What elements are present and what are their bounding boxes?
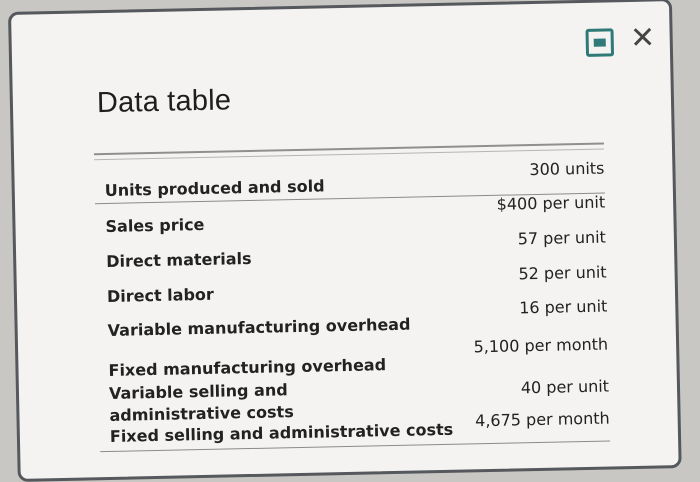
minimize-bar (593, 38, 606, 47)
row-label: Variable manufacturing overhead (107, 314, 411, 340)
table-top-rule (94, 148, 605, 161)
table-row: Sales price $400 per unit (95, 193, 605, 236)
dialog-title: Data table (96, 84, 232, 120)
row-value: 4,675 per month (474, 408, 610, 431)
row-label: Fixed manufacturing overhead (108, 355, 387, 380)
table-row: Direct materials 57 per unit (96, 228, 606, 271)
row-label: Variable selling and administrative cost… (108, 380, 294, 425)
row-value: 16 per unit (518, 296, 608, 318)
data-table-dialog: ✕ Data table Units produced and sold 300… (8, 0, 682, 482)
table-row: Direct labor 52 per unit (97, 263, 607, 306)
row-label: Sales price (105, 214, 205, 237)
row-value: 300 units (529, 158, 605, 180)
data-table: Units produced and sold 300 units Sales … (93, 142, 611, 456)
row-value: 40 per unit (520, 376, 610, 398)
row-value: $400 per unit (496, 192, 606, 214)
minimize-icon[interactable] (585, 28, 615, 57)
table-row: Units produced and sold 300 units (94, 159, 605, 205)
close-icon[interactable]: ✕ (629, 20, 656, 56)
row-value: 57 per unit (517, 227, 607, 249)
row-label: Units produced and sold (104, 176, 325, 201)
row-label: Direct labor (106, 284, 214, 306)
row-label: Direct materials (106, 248, 252, 271)
row-value: 52 per unit (518, 262, 607, 284)
row-value: 5,100 per month (473, 334, 609, 357)
